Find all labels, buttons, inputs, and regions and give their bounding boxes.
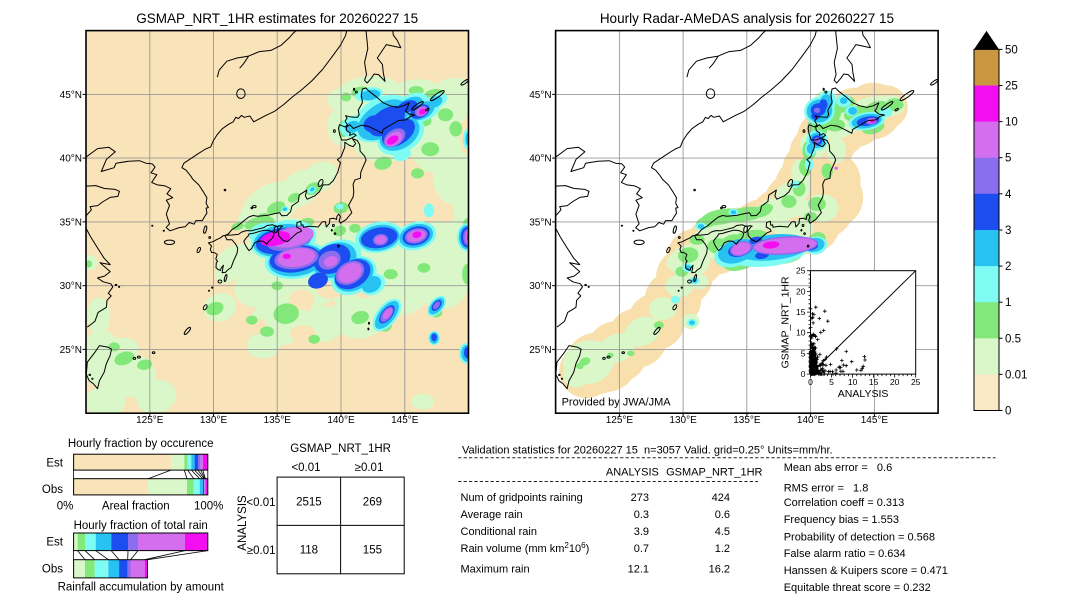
svg-text:4.5: 4.5 — [715, 526, 730, 538]
svg-text:269: 269 — [363, 497, 382, 509]
svg-text:GSMAP_NRT_1HR estimates for 20: GSMAP_NRT_1HR estimates for 20260227 15 — [136, 11, 418, 26]
svg-text:100%: 100% — [194, 501, 223, 513]
svg-text:12.1: 12.1 — [628, 564, 649, 576]
svg-text:GSMAP_NRT_1HR: GSMAP_NRT_1HR — [780, 276, 792, 368]
svg-text:140°E: 140°E — [327, 415, 355, 426]
svg-text:5: 5 — [829, 377, 834, 387]
svg-text:10: 10 — [1005, 117, 1018, 129]
svg-text:ANALYSIS: ANALYSIS — [606, 467, 659, 479]
svg-text:Hourly Radar-AMeDAS analysis f: Hourly Radar-AMeDAS analysis for 2026022… — [600, 11, 894, 26]
svg-text:False alarm ratio = 0.634: False alarm ratio = 0.634 — [784, 548, 906, 560]
svg-text:1.2: 1.2 — [715, 543, 730, 555]
svg-text:0.7: 0.7 — [634, 543, 649, 555]
svg-text:0%: 0% — [57, 501, 74, 513]
svg-text:Num of gridpoints raining: Num of gridpoints raining — [461, 492, 583, 504]
svg-text:20: 20 — [796, 286, 806, 296]
svg-text:15: 15 — [796, 307, 806, 317]
svg-text:0: 0 — [801, 369, 806, 379]
svg-text:25: 25 — [911, 377, 921, 387]
svg-text:118: 118 — [300, 545, 318, 557]
svg-text:130°E: 130°E — [200, 415, 228, 426]
svg-text:45°N: 45°N — [60, 90, 82, 101]
svg-text:≥0.01: ≥0.01 — [247, 545, 276, 557]
svg-text:1: 1 — [1005, 297, 1011, 309]
svg-text:145°E: 145°E — [391, 415, 419, 426]
svg-text:GSMAP_NRT_1HR: GSMAP_NRT_1HR — [290, 443, 391, 455]
svg-text:Equitable threat score = 0.23: Equitable threat score = 0.232 — [784, 582, 931, 594]
svg-text:0.6: 0.6 — [715, 509, 730, 521]
svg-text:20: 20 — [890, 377, 900, 387]
svg-text:135°E: 135°E — [733, 415, 761, 426]
svg-text:Obs: Obs — [42, 484, 63, 496]
svg-text:25°N: 25°N — [529, 345, 551, 356]
svg-text:25: 25 — [796, 266, 806, 276]
svg-text:≥0.01: ≥0.01 — [355, 462, 384, 474]
svg-text:0: 0 — [808, 377, 813, 387]
svg-text:15: 15 — [869, 377, 879, 387]
svg-text:25: 25 — [1005, 81, 1018, 93]
svg-text:40°N: 40°N — [60, 154, 82, 165]
svg-text:5: 5 — [801, 348, 806, 358]
svg-text:<0.01: <0.01 — [291, 462, 320, 474]
svg-text:Rainfall accumulation by amoun: Rainfall accumulation by amount — [58, 582, 225, 594]
svg-text:155: 155 — [363, 545, 382, 557]
svg-text:Mean abs error = 0.6: Mean abs error = 0.6 — [784, 462, 893, 474]
svg-text:35°N: 35°N — [529, 217, 551, 228]
svg-text:140°E: 140°E — [797, 415, 825, 426]
svg-text:10: 10 — [796, 328, 806, 338]
svg-text:Hanssen & Kuipers score = 0.4: Hanssen & Kuipers score = 0.471 — [784, 565, 948, 577]
svg-text:4: 4 — [1005, 189, 1012, 201]
svg-text:130°E: 130°E — [669, 415, 697, 426]
svg-text:273: 273 — [631, 492, 649, 504]
svg-text:RMS error = 1.8: RMS error = 1.8 — [784, 483, 869, 495]
svg-text:45°N: 45°N — [529, 90, 551, 101]
svg-text:3.9: 3.9 — [634, 526, 649, 538]
svg-text:0.3: 0.3 — [634, 509, 649, 521]
svg-text:Frequency bias = 1.553: Frequency bias = 1.553 — [784, 514, 899, 526]
svg-text:3: 3 — [1005, 225, 1011, 237]
svg-text:Obs: Obs — [42, 564, 63, 576]
svg-text:GSMAP_NRT_1HR: GSMAP_NRT_1HR — [666, 467, 762, 479]
svg-text:Provided by JWA/JMA: Provided by JWA/JMA — [562, 397, 672, 409]
svg-text:40°N: 40°N — [529, 154, 551, 165]
svg-text:ANALYSIS: ANALYSIS — [838, 388, 889, 400]
svg-text:<0.01: <0.01 — [246, 497, 275, 509]
svg-text:125°E: 125°E — [136, 415, 164, 426]
svg-text:Est: Est — [46, 537, 63, 549]
svg-text:424: 424 — [712, 492, 730, 504]
svg-text:10: 10 — [848, 377, 858, 387]
svg-text:Est: Est — [46, 458, 63, 470]
svg-text:16.2: 16.2 — [709, 564, 730, 576]
svg-text:Rain volume (mm km2106): Rain volume (mm km2106) — [461, 541, 590, 555]
svg-text:Average rain: Average rain — [461, 509, 523, 521]
svg-text:50: 50 — [1005, 44, 1018, 56]
svg-text:30°N: 30°N — [529, 281, 551, 292]
svg-text:Correlation coeff = 0.313: Correlation coeff = 0.313 — [784, 497, 905, 509]
svg-text:35°N: 35°N — [60, 217, 82, 228]
svg-text:Maximum rain: Maximum rain — [461, 564, 530, 576]
svg-text:2: 2 — [1005, 261, 1011, 273]
svg-text:Conditional rain: Conditional rain — [461, 526, 537, 538]
svg-text:30°N: 30°N — [60, 281, 82, 292]
svg-text:2515: 2515 — [296, 497, 322, 509]
svg-text:125°E: 125°E — [606, 415, 634, 426]
svg-text:ANALYSIS: ANALYSIS — [237, 495, 249, 551]
svg-text:0.01: 0.01 — [1005, 369, 1027, 381]
svg-text:Validation statistics for 2026: Validation statistics for 20260227 15 n=… — [462, 445, 833, 457]
svg-text:Hourly fraction of total rain: Hourly fraction of total rain — [74, 520, 208, 532]
svg-text:5: 5 — [1005, 153, 1011, 165]
svg-text:Hourly fraction by occurence: Hourly fraction by occurence — [68, 438, 214, 450]
svg-text:135°E: 135°E — [264, 415, 292, 426]
svg-text:145°E: 145°E — [861, 415, 889, 426]
svg-text:Areal fraction: Areal fraction — [102, 501, 170, 513]
svg-text:25°N: 25°N — [60, 345, 82, 356]
svg-text:0: 0 — [1005, 406, 1011, 418]
svg-text:Probability of detection = 0.: Probability of detection = 0.568 — [784, 532, 935, 544]
svg-text:0.5: 0.5 — [1005, 333, 1021, 345]
